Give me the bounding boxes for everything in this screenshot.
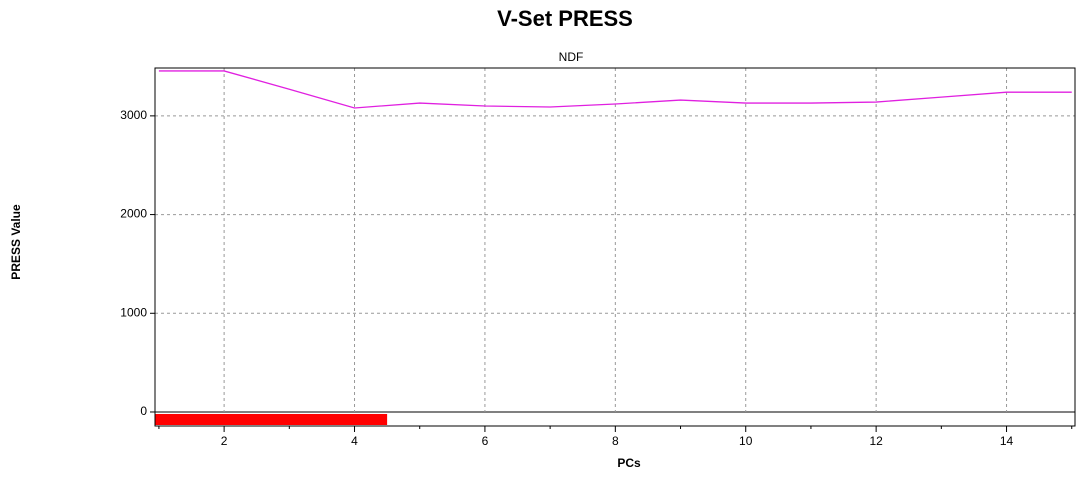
data-line: [158, 70, 1072, 109]
chart-subtitle: NDF: [559, 50, 584, 64]
y-tick-label: 3000: [120, 108, 147, 122]
x-tick-label: 10: [739, 434, 753, 448]
y-axis-label: PRESS Value: [9, 204, 23, 280]
x-tick-label: 12: [869, 434, 883, 448]
selection-bar: [155, 413, 388, 425]
y-tick-label: 0: [140, 404, 147, 418]
plot-area: [155, 68, 1075, 426]
chart-title: V-Set PRESS: [497, 6, 633, 31]
x-tick-label: 4: [351, 434, 358, 448]
y-tick-label: 1000: [120, 305, 147, 319]
x-tick-label: 2: [221, 434, 228, 448]
x-tick-label: 8: [612, 434, 619, 448]
plot-frame: [154, 67, 1076, 427]
x-tick-label: 6: [482, 434, 489, 448]
x-axis-label: PCs: [617, 456, 641, 470]
y-tick-label: 2000: [120, 207, 147, 221]
x-tick-label: 14: [1000, 434, 1014, 448]
